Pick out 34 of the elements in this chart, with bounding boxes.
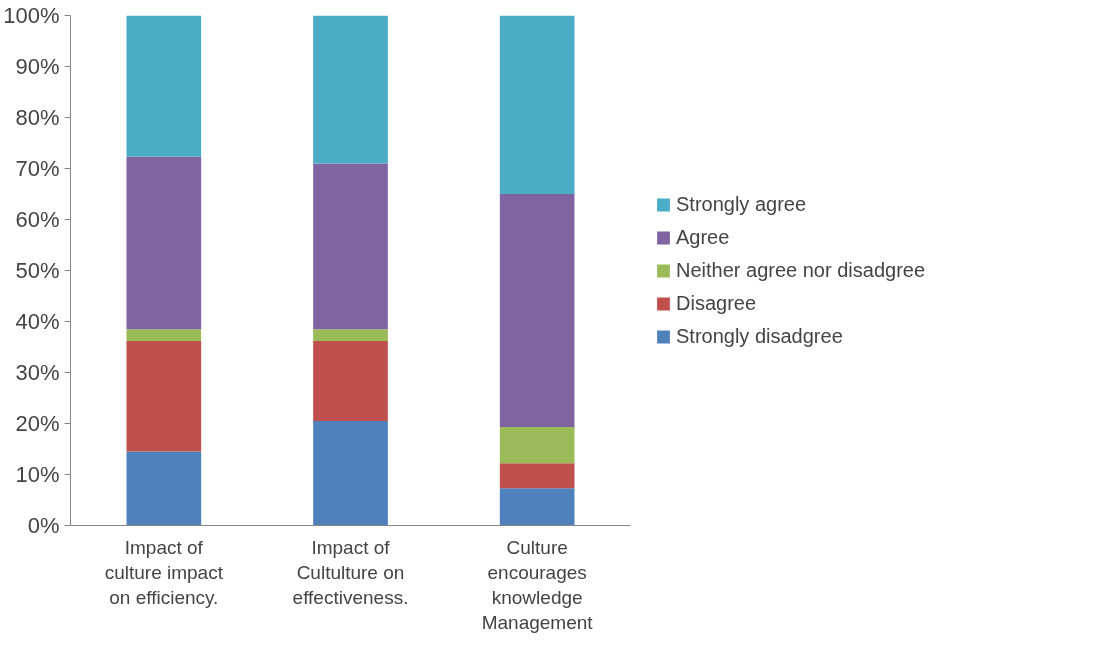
bar: [313, 163, 388, 330]
legend-label: Neither agree nor disadgree: [676, 258, 926, 282]
bar: [499, 427, 575, 464]
legend-label: Agree: [676, 225, 730, 249]
bar: [499, 194, 575, 428]
y-tick-label: 50%: [15, 258, 60, 283]
bar: [126, 15, 202, 157]
bar: [313, 420, 388, 526]
legend-label: Disagree: [676, 291, 757, 315]
bar: [126, 156, 202, 330]
bar: [499, 488, 575, 526]
legend-label: Strongly disadgree: [676, 324, 843, 348]
y-tick-label: 10%: [15, 462, 60, 487]
legend-label: Strongly agree: [676, 192, 807, 216]
y-tick-label: 30%: [15, 360, 60, 385]
y-tick-label: 70%: [15, 156, 60, 181]
y-tick-label: 90%: [15, 54, 60, 79]
y-tick-label: 40%: [15, 309, 60, 334]
bar: [313, 340, 388, 421]
bar: [313, 329, 388, 341]
y-tick-label: 20%: [15, 411, 60, 436]
bar: [126, 340, 202, 452]
bar: [313, 15, 388, 164]
y-tick-label: 60%: [15, 207, 60, 232]
x-tick-label: Impact of Cultulture on effectiveness.: [292, 536, 409, 608]
bar: [499, 15, 575, 194]
bar: [126, 451, 202, 526]
y-tick-label: 0%: [27, 513, 60, 538]
bar: [126, 329, 202, 341]
x-tick-label: Culture encourages knowledge Management: [481, 536, 594, 634]
bar: [499, 463, 575, 489]
y-tick-label: 80%: [15, 105, 60, 130]
x-tick-label: Impact of culture impact on efficiency.: [104, 536, 224, 608]
y-tick-label: 100%: [3, 3, 60, 28]
